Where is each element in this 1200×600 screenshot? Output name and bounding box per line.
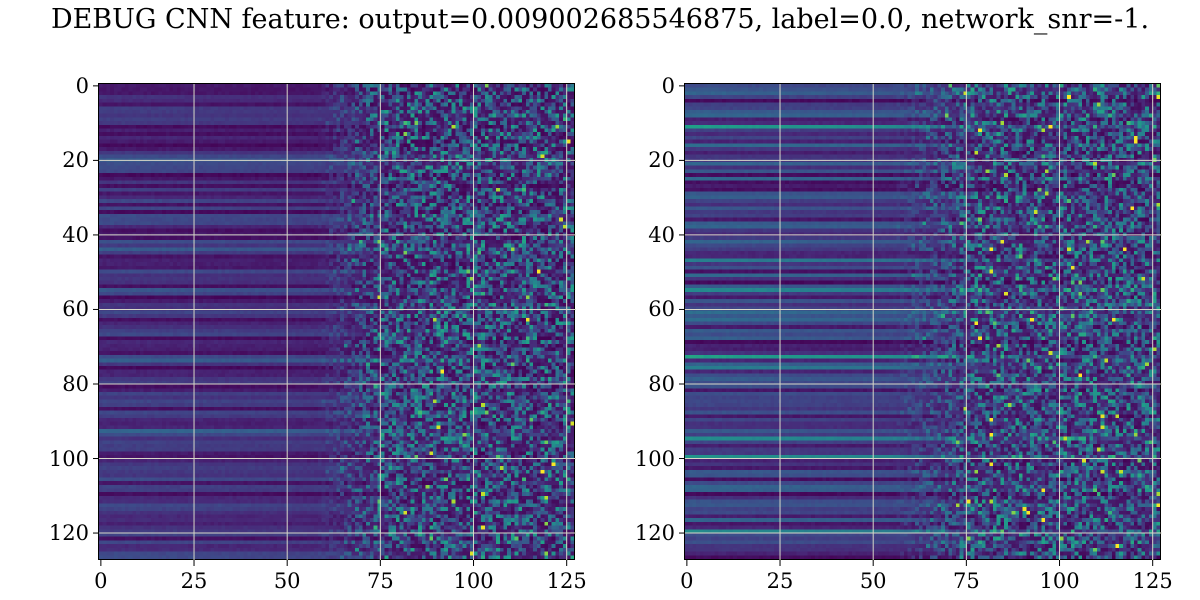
x-tick-label: 125 <box>1132 569 1173 593</box>
y-tick-label: 60 <box>648 297 675 322</box>
y-tick-label: 100 <box>48 446 89 471</box>
left-heatmap-image <box>99 84 574 559</box>
y-tick-label: 120 <box>634 521 675 546</box>
x-tick-label: 0 <box>94 569 108 593</box>
left-heatmap-axes: 0 25 50 75 100 125 0 20 40 60 80 100 120 <box>49 74 587 593</box>
y-tick-label: 120 <box>48 521 89 546</box>
x-tick-label: 25 <box>766 569 794 593</box>
y-tick-label: 100 <box>634 446 675 471</box>
y-tick-label: 0 <box>75 73 89 98</box>
y-tick-label: 40 <box>648 222 675 247</box>
x-tick-label: 75 <box>952 569 980 593</box>
y-tick-label: 20 <box>62 148 89 173</box>
x-tick-label: 25 <box>180 569 208 593</box>
x-tick-label: 50 <box>859 569 887 593</box>
figure-title: DEBUG CNN feature: output=0.009002685546… <box>50 4 1150 35</box>
x-tick-label: 50 <box>273 569 301 593</box>
y-tick-label: 80 <box>62 371 89 396</box>
x-tick-label: 75 <box>366 569 394 593</box>
x-tick-label: 125 <box>546 569 587 593</box>
x-tick-label: 100 <box>1039 569 1080 593</box>
y-tick-label: 0 <box>661 73 675 98</box>
x-tick-label: 100 <box>453 569 494 593</box>
y-tick-label: 80 <box>648 371 675 396</box>
right-grid <box>679 84 1162 566</box>
left-grid <box>93 84 576 566</box>
y-tick-label: 20 <box>648 148 675 173</box>
y-tick-label: 40 <box>62 222 89 247</box>
y-tick-label: 60 <box>62 297 89 322</box>
right-heatmap-axes: 0 25 50 75 100 125 0 20 40 60 80 100 120 <box>635 74 1173 593</box>
x-tick-label: 0 <box>680 569 694 593</box>
right-heatmap-image <box>685 84 1160 559</box>
